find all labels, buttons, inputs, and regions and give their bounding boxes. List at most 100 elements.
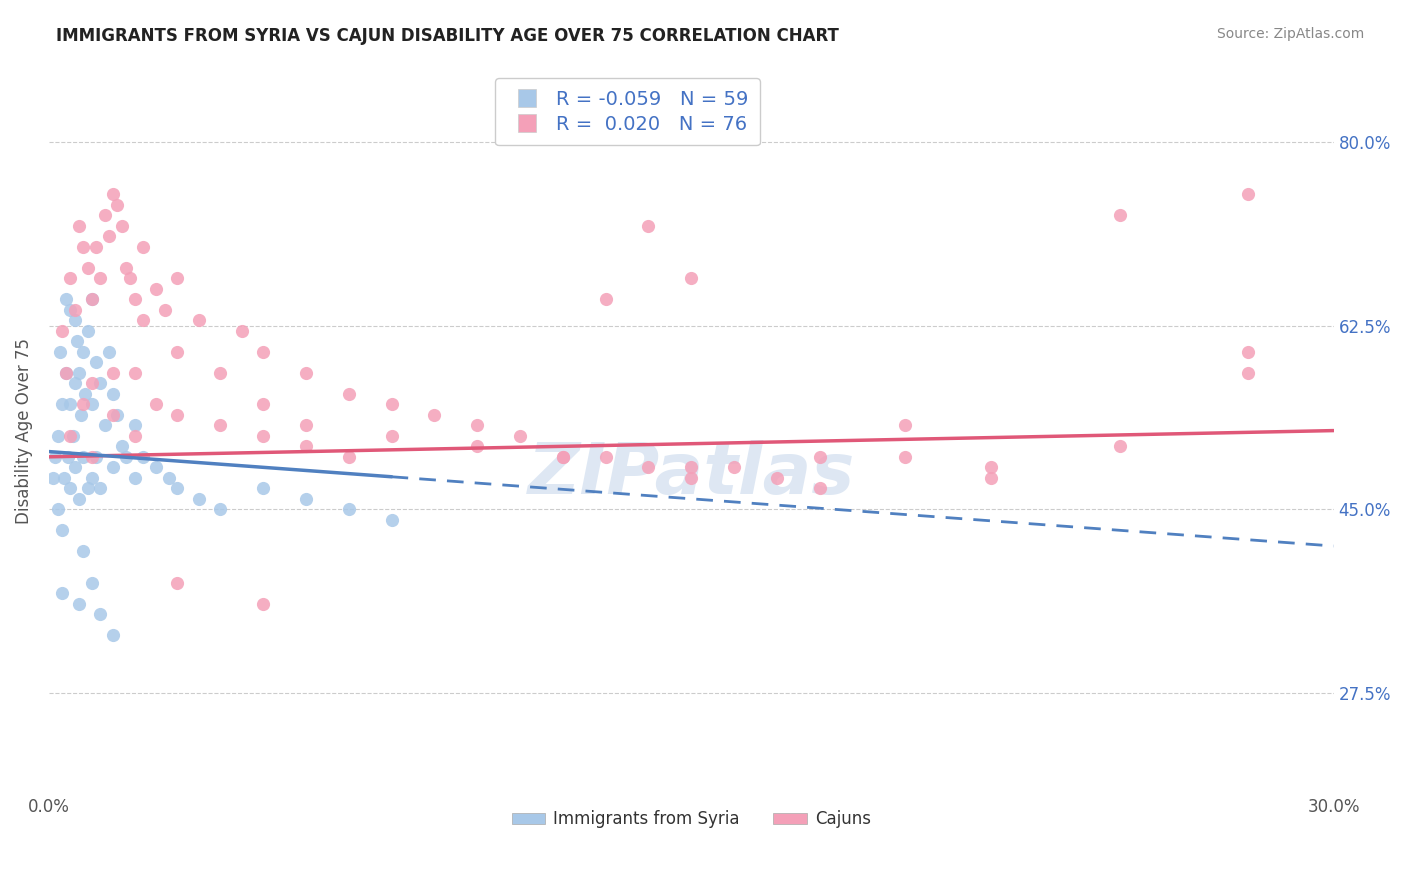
Point [132, 240, 155, 254]
Point [337, 387, 360, 401]
Point [894, 450, 917, 464]
Point [337, 450, 360, 464]
Point [107, 198, 129, 212]
Point [89, 481, 111, 495]
Point [166, 408, 188, 422]
Point [42, 471, 65, 485]
Point [51, 324, 73, 338]
Point [187, 491, 209, 506]
Point [80, 376, 103, 391]
Point [465, 418, 488, 433]
Point [103, 187, 125, 202]
Point [44, 450, 66, 464]
Point [766, 471, 789, 485]
Point [153, 302, 176, 317]
Point [1108, 439, 1130, 453]
Point [1237, 366, 1260, 380]
Point [63, 460, 86, 475]
Point [252, 597, 274, 611]
Point [84, 450, 107, 464]
Point [252, 397, 274, 411]
Point [55, 366, 77, 380]
Point [97, 344, 120, 359]
Point [337, 502, 360, 516]
Point [84, 240, 107, 254]
Point [380, 429, 402, 443]
Point [894, 418, 917, 433]
Point [55, 366, 77, 380]
Point [295, 491, 318, 506]
Point [52, 471, 75, 485]
Point [67, 597, 90, 611]
Point [1237, 344, 1260, 359]
Point [51, 523, 73, 537]
Point [124, 418, 146, 433]
Point [166, 575, 188, 590]
Point [1108, 209, 1130, 223]
Point [80, 397, 103, 411]
Point [380, 513, 402, 527]
Point [67, 366, 90, 380]
Point [115, 260, 138, 275]
Point [595, 450, 617, 464]
Point [63, 313, 86, 327]
Point [115, 450, 138, 464]
Point [72, 397, 94, 411]
Point [231, 324, 253, 338]
Point [72, 450, 94, 464]
Point [551, 450, 574, 464]
Point [48, 344, 70, 359]
Point [97, 229, 120, 244]
Point [111, 219, 134, 233]
Point [423, 408, 446, 422]
Point [132, 313, 155, 327]
Point [72, 240, 94, 254]
Point [145, 282, 167, 296]
Point [124, 293, 146, 307]
Point [551, 450, 574, 464]
Point [380, 397, 402, 411]
Point [59, 271, 82, 285]
Point [187, 313, 209, 327]
Point [166, 344, 188, 359]
Point [465, 439, 488, 453]
Point [980, 460, 1002, 475]
Point [93, 418, 115, 433]
Point [681, 271, 703, 285]
Point [80, 450, 103, 464]
Point [89, 271, 111, 285]
Point [295, 439, 318, 453]
Point [84, 355, 107, 369]
Point [70, 408, 93, 422]
Text: IMMIGRANTS FROM SYRIA VS CAJUN DISABILITY AGE OVER 75 CORRELATION CHART: IMMIGRANTS FROM SYRIA VS CAJUN DISABILIT… [56, 27, 839, 45]
Legend: Immigrants from Syria, Cajuns: Immigrants from Syria, Cajuns [505, 804, 877, 835]
Point [145, 460, 167, 475]
Point [103, 366, 125, 380]
Point [59, 397, 82, 411]
Point [209, 366, 232, 380]
Point [120, 271, 142, 285]
Point [111, 439, 134, 453]
Point [62, 429, 84, 443]
Point [124, 471, 146, 485]
Point [67, 219, 90, 233]
Point [58, 450, 80, 464]
Point [252, 429, 274, 443]
Point [72, 544, 94, 558]
Point [93, 209, 115, 223]
Point [145, 397, 167, 411]
Point [55, 293, 77, 307]
Point [103, 387, 125, 401]
Point [80, 471, 103, 485]
Point [107, 408, 129, 422]
Point [295, 366, 318, 380]
Point [252, 344, 274, 359]
Point [59, 302, 82, 317]
Point [89, 607, 111, 622]
Point [80, 293, 103, 307]
Point [808, 450, 831, 464]
Point [80, 575, 103, 590]
Point [124, 366, 146, 380]
Point [75, 387, 97, 401]
Point [124, 429, 146, 443]
